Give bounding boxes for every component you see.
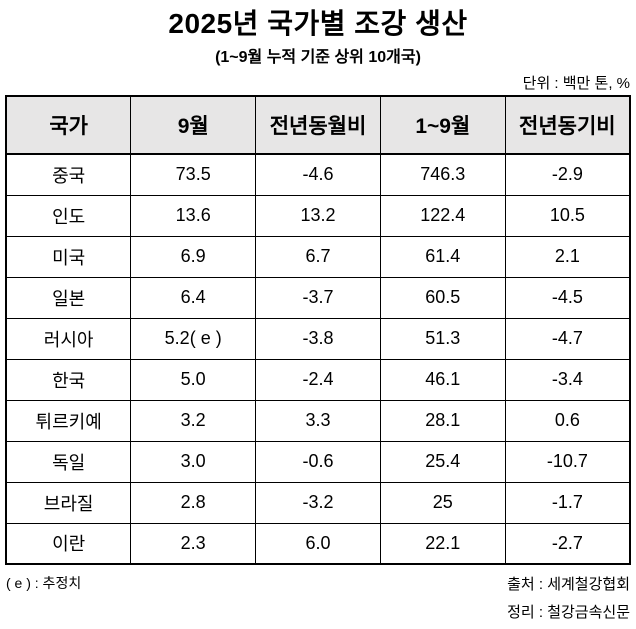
table-row-germany: 독일 3.0 -0.6 25.4 -10.7	[5, 440, 631, 483]
cell-value: -2.9	[504, 153, 631, 196]
source-line: 출처 : 세계철강협회	[507, 576, 630, 593]
cell-country: 중국	[5, 153, 132, 196]
cell-value: 2.3	[130, 522, 257, 565]
table-body: 중국 73.5 -4.6 746.3 -2.9 인도 13.6 13.2 122…	[5, 153, 631, 565]
cell-value: 122.4	[379, 194, 506, 237]
cell-value: 6.9	[130, 235, 257, 278]
cell-value: 6.4	[130, 276, 257, 319]
cell-value: 22.1	[379, 522, 506, 565]
cell-value: 0.6	[504, 399, 631, 442]
cell-value: 6.0	[255, 522, 381, 565]
cell-value: 13.2	[255, 194, 381, 237]
cell-value: 10.5	[504, 194, 631, 237]
table-row-korea: 한국 5.0 -2.4 46.1 -3.4	[5, 358, 631, 401]
cell-value: 25.4	[379, 440, 506, 483]
cell-value: -2.4	[255, 358, 381, 401]
col-header-mom-change: 전년동월비	[255, 95, 381, 155]
cell-country: 독일	[5, 440, 132, 483]
cell-value: 2.8	[130, 481, 257, 524]
cell-country: 이란	[5, 522, 132, 565]
cell-value: 25	[379, 481, 506, 524]
cell-value: 5.0	[130, 358, 257, 401]
cell-value: 46.1	[379, 358, 506, 401]
production-table: 국가 9월 전년동월비 1~9월 전년동기비 중국 73.5 -4.6 746.…	[5, 95, 631, 565]
cell-value: -3.8	[255, 317, 381, 360]
cell-value: -10.7	[504, 440, 631, 483]
cell-value: -0.6	[255, 440, 381, 483]
col-header-yoy-change: 전년동기비	[504, 95, 631, 155]
table-row-iran: 이란 2.3 6.0 22.1 -2.7	[5, 522, 631, 565]
cell-value: 60.5	[379, 276, 506, 319]
cell-value: -4.7	[504, 317, 631, 360]
page-subtitle: (1~9월 누적 기준 상위 10개국)	[215, 49, 421, 66]
cell-value: -4.5	[504, 276, 631, 319]
header-row: 국가 9월 전년동월비 1~9월 전년동기비	[5, 95, 631, 155]
cell-value: 28.1	[379, 399, 506, 442]
cell-value: -3.4	[504, 358, 631, 401]
cell-value: 61.4	[379, 235, 506, 278]
unit-note: 단위 : 백만 톤, %	[522, 75, 630, 92]
cell-country: 러시아	[5, 317, 132, 360]
cell-value: 3.3	[255, 399, 381, 442]
table-row-china: 중국 73.5 -4.6 746.3 -2.9	[5, 153, 631, 196]
source-block: 출처 : 세계철강협회 정리 : 철강금속신문	[507, 571, 630, 627]
cell-value: 51.3	[379, 317, 506, 360]
cell-country: 튀르키예	[5, 399, 132, 442]
table-row-turkiye: 튀르키예 3.2 3.3 28.1 0.6	[5, 399, 631, 442]
table-row-india: 인도 13.6 13.2 122.4 10.5	[5, 194, 631, 237]
cell-value: -2.7	[504, 522, 631, 565]
cell-country: 인도	[5, 194, 132, 237]
cell-value: -3.7	[255, 276, 381, 319]
cell-value: 6.7	[255, 235, 381, 278]
cell-country: 브라질	[5, 481, 132, 524]
cell-value: 3.2	[130, 399, 257, 442]
cell-country: 미국	[5, 235, 132, 278]
table-row-russia: 러시아 5.2( e ) -3.8 51.3 -4.7	[5, 317, 631, 360]
col-header-jan-sep: 1~9월	[379, 95, 506, 155]
table-header: 국가 9월 전년동월비 1~9월 전년동기비	[5, 95, 631, 155]
cell-value: 13.6	[130, 194, 257, 237]
cell-value: -4.6	[255, 153, 381, 196]
table-row-japan: 일본 6.4 -3.7 60.5 -4.5	[5, 276, 631, 319]
col-header-country: 국가	[5, 95, 132, 155]
cell-country: 일본	[5, 276, 132, 319]
cell-value: 73.5	[130, 153, 257, 196]
footnote-estimate: ( e ) : 추정치	[6, 575, 82, 591]
cell-value: 3.0	[130, 440, 257, 483]
col-header-september: 9월	[130, 95, 257, 155]
credit-line: 정리 : 철강금속신문	[507, 604, 630, 621]
cell-value: -1.7	[504, 481, 631, 524]
footer: ( e ) : 추정치 출처 : 세계철강협회 정리 : 철강금속신문	[5, 571, 631, 627]
table-row-usa: 미국 6.9 6.7 61.4 2.1	[5, 235, 631, 278]
cell-value: 2.1	[504, 235, 631, 278]
cell-value: -3.2	[255, 481, 381, 524]
cell-value: 746.3	[379, 153, 506, 196]
cell-country: 한국	[5, 358, 132, 401]
table-row-brazil: 브라질 2.8 -3.2 25 -1.7	[5, 481, 631, 524]
cell-value: 5.2( e )	[130, 317, 257, 360]
page-title: 2025년 국가별 조강 생산	[168, 8, 468, 39]
